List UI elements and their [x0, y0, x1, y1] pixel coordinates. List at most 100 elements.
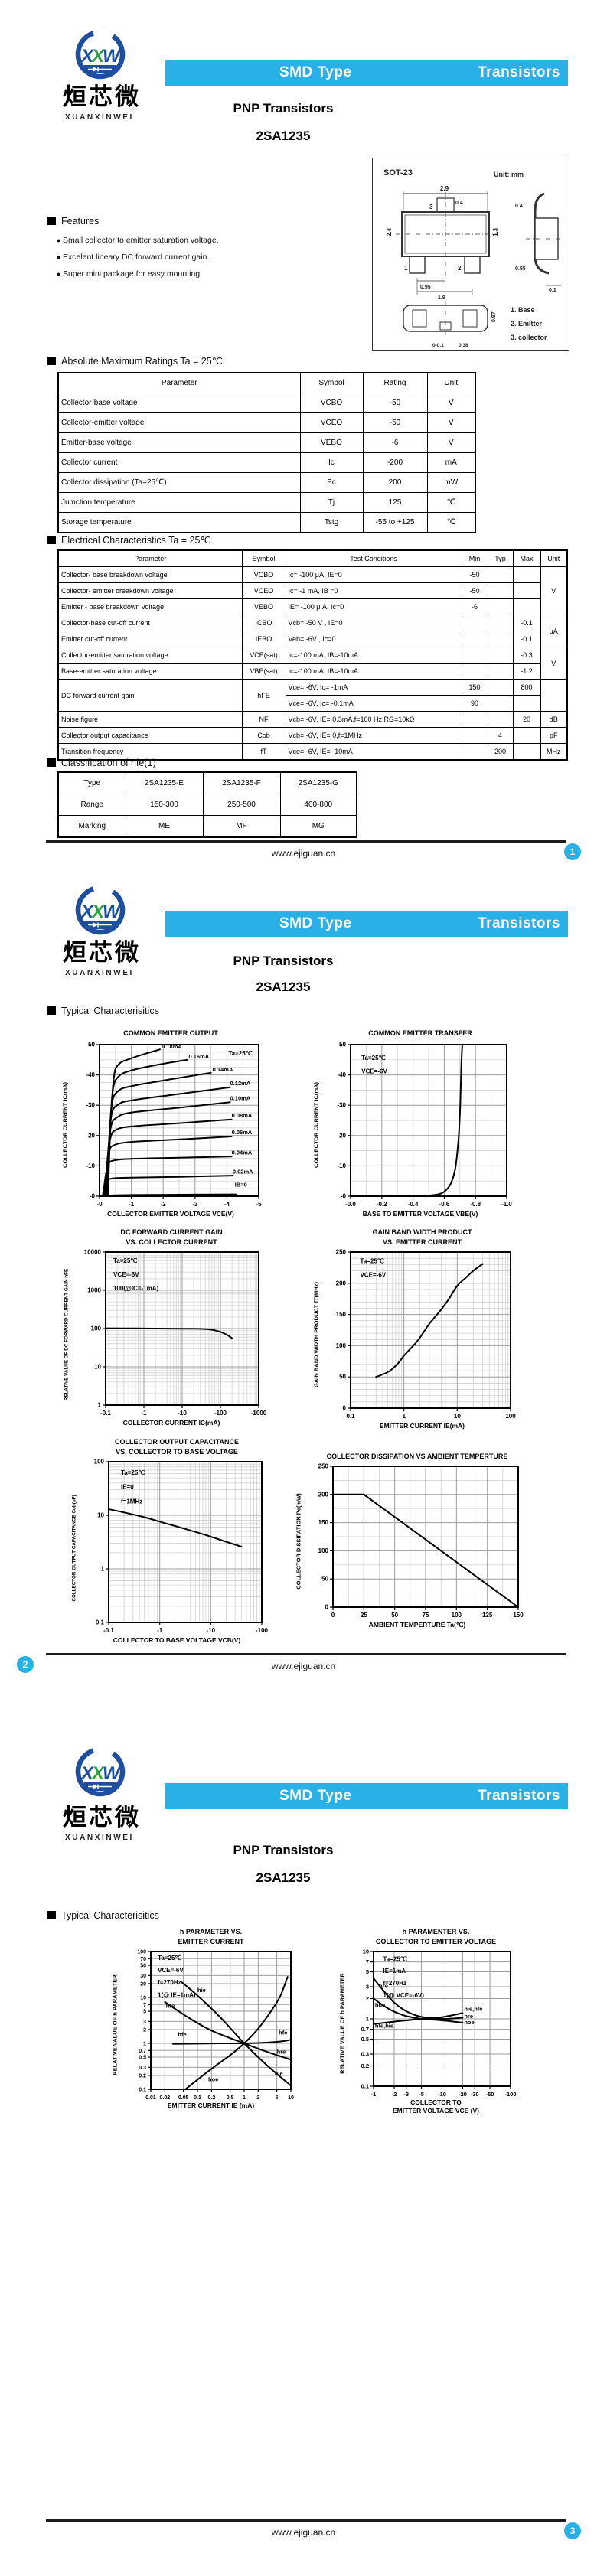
chart-h-parameter-vs-emitter-current: h PARAMETER VS. EMITTER CURRENT RELATIVE V…: [108, 1927, 299, 2110]
svg-text:150: 150: [336, 1311, 347, 1318]
svg-text:0.5: 0.5: [227, 2095, 234, 2101]
cell: Ic=-100 mA, IB=-10mA: [285, 663, 462, 680]
header-cell: Symbol: [241, 549, 286, 567]
header-cell: Max: [512, 549, 541, 567]
cell: ME: [125, 815, 204, 838]
typical-characteristics-heading: Typical Characterisitics: [47, 1006, 159, 1016]
svg-text:hie: hie: [197, 1987, 206, 1994]
logo-letter: X: [80, 46, 95, 67]
chart-plot: -1 -2 -3 -5 -10 -20 -30 -50 -100 10 7 5 3 2 1 0.7 0.5 0.3…: [361, 1948, 517, 2098]
svg-text:75: 75: [423, 1612, 429, 1619]
svg-text:0.7: 0.7: [361, 2026, 369, 2033]
svg-text:0.3: 0.3: [139, 2066, 146, 2071]
svg-text:0.1: 0.1: [139, 2088, 146, 2093]
cell: [487, 663, 514, 680]
page-number-badge: 3: [564, 2522, 581, 2539]
x-axis-label: AMBIENT TEMPERTURE Ta(℃): [368, 1621, 466, 1629]
svg-text:150: 150: [318, 1519, 329, 1526]
cell: 200: [362, 472, 428, 493]
footer-url: www.ejiguan.cn: [271, 2527, 336, 2538]
svg-text:hoe: hoe: [375, 2002, 385, 2009]
header-cell: 2SA1235-E: [125, 771, 204, 794]
svg-text:Ta=25℃: Ta=25℃: [113, 1257, 137, 1264]
cell: [487, 679, 514, 696]
chart-plot: 0.01 0.02 0.05 0.1 0.2 0.5 1 2 5 10 100 70 50 30 20 10 7…: [137, 1950, 294, 2102]
cell: DC forward current gain: [57, 679, 243, 712]
cell: Storage temperature: [57, 512, 301, 533]
cell: fT: [241, 743, 286, 761]
svg-text:hfe,hie: hfe,hie: [375, 2023, 393, 2030]
footer-rule: [46, 840, 566, 843]
dim-side-height: 0.97: [491, 311, 497, 322]
cell: Collector output capacitance: [57, 727, 243, 744]
cell: -0.1: [512, 631, 541, 647]
svg-text:0.1: 0.1: [194, 2095, 201, 2101]
cell: Vce= -6V, IE= -10mA: [285, 743, 462, 761]
svg-text:10: 10: [288, 2095, 294, 2101]
svg-text:-100: -100: [214, 1410, 227, 1417]
part-number-title: 2SA1235: [256, 980, 311, 994]
cell: -6: [461, 598, 488, 615]
svg-text:50: 50: [140, 1964, 146, 1969]
svg-text:7: 7: [366, 1958, 369, 1965]
header-cell: Symbol: [299, 372, 364, 393]
chart-gain-bandwidth-product: GAIN BAND WIDTH PRODUCT VS. EMITTER CURRE…: [309, 1228, 520, 1430]
svg-text:-10: -10: [86, 1162, 95, 1169]
svg-text:-0: -0: [90, 1193, 96, 1200]
svg-text:100: 100: [505, 1413, 516, 1420]
footer-url: www.ejiguan.cn: [271, 1661, 336, 1671]
cell: 150: [461, 679, 488, 696]
cell: [512, 695, 541, 712]
x-axis-label: COLLECTOR TO BASE VOLTAGE VCB(V): [113, 1636, 241, 1644]
svg-text:3: 3: [143, 2020, 146, 2025]
x-axis-label: COLLECTOR TO: [410, 2098, 462, 2106]
dim-lead-top: 0.4: [515, 204, 523, 209]
cell: V: [426, 432, 476, 453]
cell: Collector current: [57, 452, 301, 473]
svg-text:200: 200: [318, 1491, 329, 1498]
cell: Vcb= -6V, IE= 0,f=1MHz: [285, 727, 462, 744]
svg-text:25: 25: [361, 1612, 367, 1619]
logo-letter: W: [103, 1763, 122, 1784]
cell: -0.1: [512, 615, 541, 631]
cell: Collector-base voltage: [57, 393, 301, 413]
chart-common-emitter-output: COMMON EMITTER OUTPUT COLLECTOR CURRENT I…: [58, 1029, 268, 1218]
svg-text:-0: -0: [96, 1201, 103, 1208]
cell: dB: [540, 711, 568, 728]
product-line-title: PNP Transistors: [233, 101, 334, 116]
cell: Emitter-base voltage: [57, 432, 301, 453]
part-number-title: 2SA1235: [256, 1870, 311, 1885]
cell: 400-800: [279, 794, 357, 816]
cell: pF: [540, 727, 568, 744]
svg-text:0.2: 0.2: [361, 2062, 369, 2069]
brand-chinese: 烜芯微: [63, 83, 141, 111]
page-number-badge: 1: [564, 843, 581, 860]
pin1-number: 1: [404, 265, 408, 272]
section-square-icon: [47, 1006, 56, 1015]
cell: IE= -100 μ A, Ic=0: [285, 598, 462, 615]
header-cell: Rating: [362, 372, 428, 393]
x-axis-label: BASE TO EMITTER VOLTAGE VBE(V): [362, 1210, 478, 1218]
svg-text:Ta=25℃: Ta=25℃: [228, 1050, 252, 1057]
cell: Collector dissipation (Ta=25℃): [57, 472, 301, 493]
x-axis-label: EMITTER CURRENT IE (mA): [167, 2102, 255, 2109]
svg-text:0: 0: [325, 1604, 329, 1611]
chart-plot: -0.1 -1 -10 -100 0.1 1 10 100 Ta=25℃ IE=0 f=1MHz: [94, 1459, 269, 1635]
svg-text:0.01: 0.01: [145, 2095, 156, 2101]
package-unit: Unit: mm: [494, 171, 524, 178]
svg-text:-1: -1: [141, 1410, 147, 1417]
cell: Ic: [299, 452, 364, 473]
svg-text:hfe: hfe: [279, 2030, 287, 2036]
cell: V: [426, 412, 476, 433]
banner-smd-type: SMD Type: [279, 64, 352, 80]
cell: [512, 582, 541, 599]
svg-text:100: 100: [137, 1950, 146, 1955]
dim-lead-bottom: 0.55: [515, 266, 526, 272]
svg-text:-3: -3: [192, 1201, 198, 1208]
page-2: X X W 烜芯微 XUANXINWEI SMD Type Transistor…: [0, 859, 607, 1717]
x-axis-label: EMITTER VOLTAGE VCE (V): [392, 2107, 480, 2115]
chart-title: COLLECTOR DISSIPATION VS AMBIENT TEMPERT…: [326, 1453, 508, 1460]
cell: 200: [487, 743, 514, 761]
cell: Tstg: [299, 512, 364, 533]
